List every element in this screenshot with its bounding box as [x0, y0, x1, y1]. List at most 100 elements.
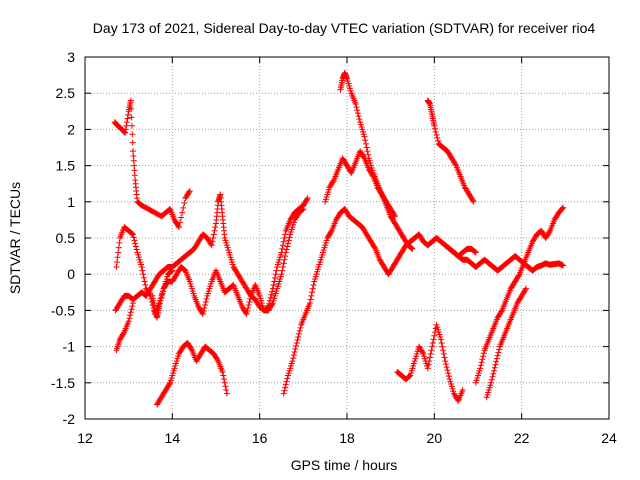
data-point-interp — [121, 129, 128, 136]
data-point-interp — [115, 249, 122, 256]
data-point-interp — [132, 240, 139, 247]
y-axis-title: SDTVAR / TECUs — [7, 182, 23, 294]
data-point-interp — [310, 282, 317, 289]
data-point-interp — [309, 289, 316, 296]
data-point — [470, 198, 477, 205]
data-point-interp — [175, 222, 182, 229]
data-point-interp — [469, 197, 476, 204]
data-point-interp — [279, 245, 286, 252]
data-point — [125, 318, 132, 325]
x-tick-label: 24 — [601, 430, 617, 446]
data-point-interp — [471, 248, 478, 255]
data-point — [442, 358, 449, 365]
chart-title: Day 173 of 2021, Sidereal Day-to-day VTE… — [93, 20, 596, 36]
data-point-interp — [440, 347, 447, 354]
data-point-interp — [431, 332, 438, 339]
data-point-interp — [405, 373, 412, 380]
data-point-interp — [127, 312, 134, 319]
data-point-interp — [128, 122, 135, 129]
data-point-interp — [489, 373, 496, 380]
series-arc-4 — [113, 300, 137, 354]
data-point-interp — [434, 137, 441, 144]
x-tick-label: 14 — [165, 430, 181, 446]
data-point — [199, 311, 206, 318]
data-point-interp — [478, 359, 485, 366]
data-point-interp — [267, 294, 274, 301]
y-tick-label: 2 — [67, 121, 75, 137]
data-point-interp — [308, 292, 315, 299]
axis-ticks: 12 14 16 18 20 22 24 -2 -1.5 -1 -0.5 0 0.5 1 1.5 2 2.5 3 — [51, 49, 617, 446]
data-point-interp — [286, 234, 293, 241]
data-point-interp — [427, 350, 434, 357]
data-point-interp — [425, 361, 432, 368]
data-point-interp — [124, 115, 131, 122]
data-point-interp — [159, 288, 166, 295]
x-axis-title: GPS time / hours — [291, 457, 398, 473]
data-point-interp — [291, 349, 298, 356]
data-point — [361, 133, 368, 140]
data-point-interp — [128, 114, 135, 121]
data-point-interp — [490, 370, 497, 377]
series-arc-10 — [394, 321, 466, 404]
data-point-interp — [129, 303, 136, 310]
data-point-interp — [282, 253, 289, 260]
y-tick-label: -2 — [63, 411, 76, 427]
data-point — [472, 249, 479, 256]
data-point-interp — [211, 227, 218, 234]
data-point — [560, 262, 567, 269]
data-point-interp — [355, 113, 362, 120]
data-point — [280, 390, 287, 397]
data-point-interp — [214, 356, 221, 363]
data-point — [130, 300, 137, 307]
data-point-interp — [125, 111, 132, 118]
data-point-interp — [141, 278, 148, 285]
data-point-interp — [186, 189, 193, 196]
data-point-interp — [294, 336, 301, 343]
y-tick-label: 1.5 — [56, 158, 76, 174]
data-point-interp — [354, 110, 361, 117]
y-tick-label: 0.5 — [56, 230, 76, 246]
data-point-interp — [282, 231, 289, 238]
data-point-interp — [115, 244, 122, 251]
data-point-interp — [391, 212, 398, 219]
data-point-interp — [245, 301, 252, 308]
data-point-interp — [210, 235, 217, 241]
data-point-interp — [452, 161, 459, 168]
data-point-interp — [202, 298, 209, 305]
data-point-interp — [364, 148, 371, 155]
data-point-interp — [491, 364, 498, 371]
x-tick-label: 22 — [514, 430, 530, 446]
data-point-interp — [188, 346, 195, 353]
data-point — [429, 343, 436, 350]
data-point-interp — [441, 354, 448, 361]
data-point-interp — [283, 246, 290, 253]
data-point-interp — [362, 140, 369, 147]
data-point-interp — [246, 298, 253, 305]
grid-lines — [85, 57, 609, 419]
data-point-interp — [295, 333, 302, 340]
data-point-interp — [428, 347, 435, 354]
data-point-interp — [280, 238, 287, 245]
data-point-interp — [298, 207, 305, 214]
data-point — [560, 204, 567, 211]
data-point-interp — [371, 244, 378, 251]
y-tick-label: 1 — [67, 194, 75, 210]
data-point-interp — [406, 373, 413, 380]
data-point — [122, 130, 129, 137]
data-point-interp — [176, 219, 183, 226]
data-point-interp — [180, 266, 187, 273]
data-point-interp — [279, 267, 286, 274]
data-point-interp — [114, 254, 121, 261]
data-point — [306, 300, 313, 307]
data-point-interp — [480, 350, 487, 357]
data-point-interp — [129, 230, 136, 237]
data-point-interp — [268, 291, 275, 298]
series-arc-12 — [472, 204, 567, 386]
series-arc-3 — [112, 191, 307, 314]
series-arc-14 — [149, 267, 176, 321]
data-point-interp — [221, 379, 228, 386]
data-point — [282, 249, 289, 256]
data-point — [492, 361, 499, 368]
data-point-interp — [445, 370, 452, 377]
